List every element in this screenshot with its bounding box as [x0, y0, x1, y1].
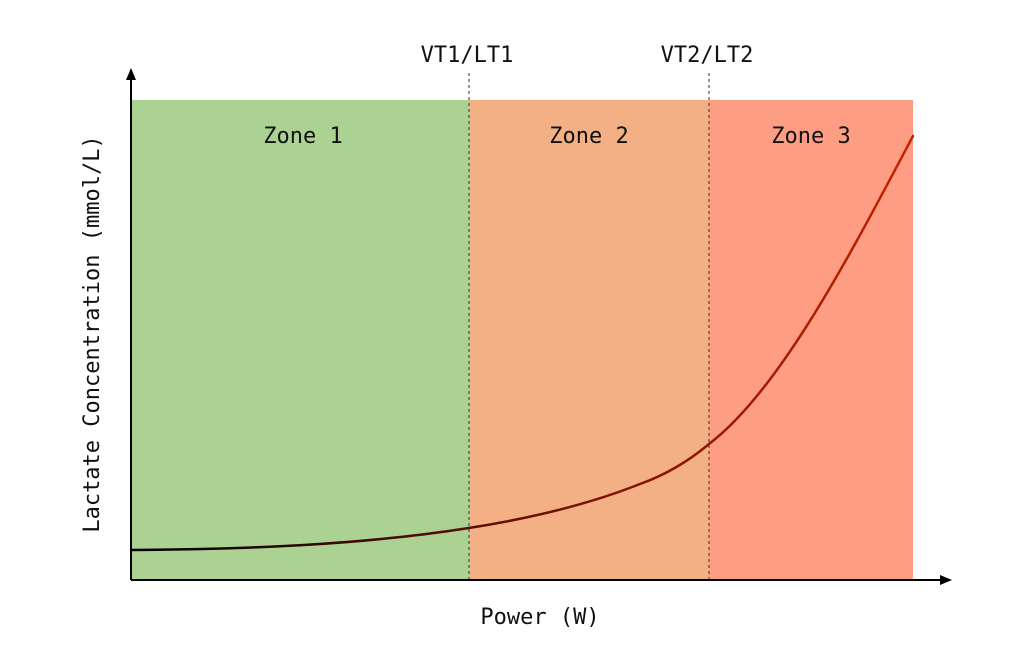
x-axis-label: Power (W): [480, 605, 599, 630]
y-axis-arrow-icon: [126, 68, 136, 80]
y-axis-label: Lactate Concentration (mmol/L): [80, 135, 105, 532]
zone-2-label: Zone 2: [549, 124, 628, 149]
lactate-curve: [129, 134, 915, 552]
zone-2-band: [469, 100, 709, 580]
zone-3-label: Zone 3: [771, 124, 850, 149]
zone-3-band: [709, 100, 913, 580]
x-axis-arrow-icon: [940, 575, 952, 585]
threshold-label-vt1: VT1/LT1: [421, 43, 514, 68]
zone-1-label: Zone 1: [263, 124, 342, 149]
threshold-label-vt2: VT2/LT2: [661, 43, 754, 68]
zone-1-band: [131, 100, 469, 580]
